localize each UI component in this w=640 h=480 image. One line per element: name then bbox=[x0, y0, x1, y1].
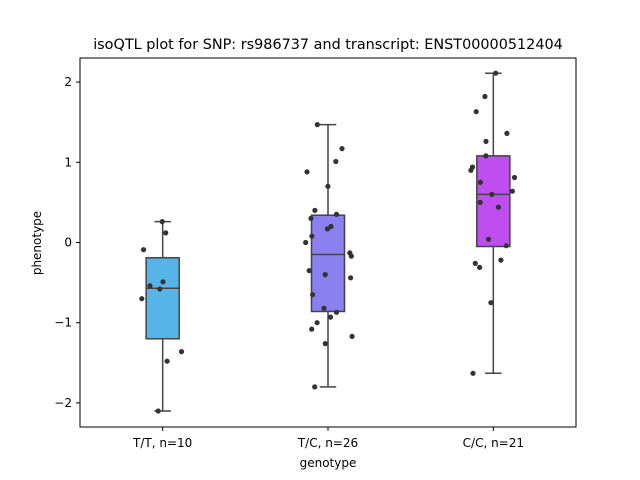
data-point bbox=[322, 272, 328, 278]
y-tick-label: −2 bbox=[54, 396, 72, 410]
data-point bbox=[312, 207, 318, 213]
data-point bbox=[472, 260, 478, 266]
data-point bbox=[483, 153, 489, 159]
data-point bbox=[310, 292, 316, 298]
plot-area: −2 −1 0 1 2 T/T, n=10 T/C, n=26 C/C, n=21 bbox=[54, 57, 577, 450]
data-point bbox=[498, 257, 504, 263]
data-point bbox=[314, 320, 320, 326]
data-point bbox=[141, 247, 147, 253]
y-tick-label: 2 bbox=[64, 75, 72, 89]
data-point bbox=[468, 167, 474, 173]
data-point bbox=[477, 264, 483, 270]
data-point bbox=[155, 408, 161, 414]
data-point bbox=[147, 283, 153, 289]
data-point bbox=[327, 314, 334, 320]
data-point bbox=[308, 215, 314, 221]
data-point bbox=[164, 358, 170, 364]
x-axis-label: genotype bbox=[300, 456, 357, 470]
data-point bbox=[477, 179, 483, 185]
y-tick-label: −1 bbox=[54, 316, 72, 330]
data-point bbox=[163, 230, 169, 236]
data-point bbox=[139, 296, 145, 302]
data-point bbox=[178, 349, 185, 355]
data-point bbox=[321, 305, 327, 311]
data-point bbox=[312, 384, 318, 390]
data-point bbox=[482, 93, 488, 100]
data-point bbox=[306, 268, 312, 274]
data-point bbox=[304, 169, 310, 175]
x-tick-label: T/C, n=26 bbox=[297, 436, 358, 450]
data-point bbox=[157, 286, 163, 292]
x-tick-label: T/T, n=10 bbox=[132, 436, 192, 450]
data-point bbox=[309, 233, 315, 239]
data-point bbox=[477, 199, 483, 205]
box-1 bbox=[145, 256, 180, 340]
data-point bbox=[339, 146, 345, 152]
y-axis-label: phenotype bbox=[30, 211, 44, 275]
data-point bbox=[495, 204, 501, 210]
data-point bbox=[322, 341, 328, 347]
data-point bbox=[504, 130, 510, 136]
data-point bbox=[314, 122, 320, 128]
data-point bbox=[325, 183, 331, 189]
data-point bbox=[511, 174, 518, 181]
data-point bbox=[483, 138, 489, 144]
data-point bbox=[488, 300, 494, 306]
data-point bbox=[485, 236, 492, 242]
data-point bbox=[348, 253, 354, 259]
data-point bbox=[159, 219, 165, 225]
data-point bbox=[309, 326, 315, 332]
data-point bbox=[349, 333, 355, 339]
y-tick-label: 1 bbox=[64, 155, 72, 169]
data-point bbox=[509, 188, 515, 194]
data-point bbox=[303, 239, 309, 246]
y-tick-label: 0 bbox=[64, 236, 72, 250]
data-point bbox=[333, 211, 340, 217]
data-point bbox=[493, 70, 499, 76]
x-tick-label: C/C, n=21 bbox=[463, 436, 524, 450]
chart-title: isoQTL plot for SNP: rs986737 and transc… bbox=[93, 37, 563, 53]
data-point bbox=[489, 191, 495, 197]
data-point bbox=[470, 370, 476, 376]
data-point bbox=[348, 275, 354, 281]
data-point bbox=[324, 226, 330, 232]
data-point bbox=[503, 243, 509, 249]
data-point bbox=[160, 279, 166, 285]
data-point bbox=[473, 109, 479, 115]
data-point bbox=[333, 158, 339, 165]
data-point bbox=[333, 309, 340, 315]
